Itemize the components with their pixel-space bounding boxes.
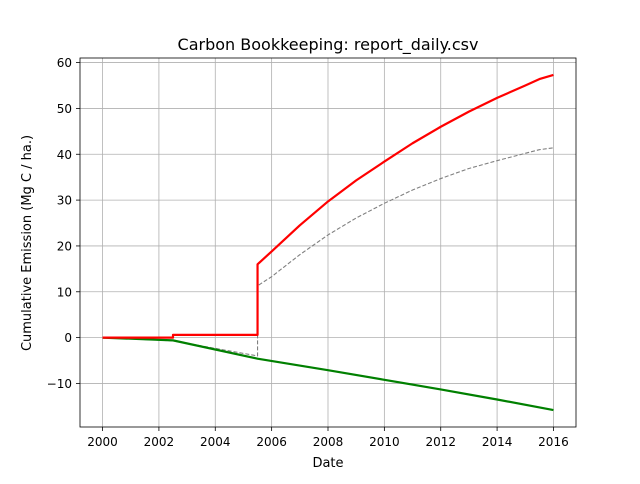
x-tick-label: 2006 [256,435,287,449]
series-line-1 [102,73,554,339]
x-tick-label: 2004 [200,435,231,449]
y-tick-label: 40 [57,148,72,162]
y-tick-label: 30 [57,194,72,208]
y-tick-label: 0 [64,331,72,345]
axis-ticks: 2000 2002 2004 2006 2008 2010 2012 2014 2016−100… [47,56,569,449]
chart-title: Carbon Bookkeeping: report_daily.csv [178,35,479,55]
y-tick-label: −10 [47,377,72,391]
y-tick-label: 50 [57,102,72,116]
x-tick-label: 2010 [369,435,400,449]
y-tick-label: 10 [57,285,72,299]
series-lines [102,73,554,412]
x-tick-label: 2014 [482,435,513,449]
series-line-2 [102,147,554,357]
x-axis-label: Date [312,456,343,471]
x-tick-label: 2012 [425,435,456,449]
x-tick-label: 2000 [87,435,118,449]
x-tick-label: 2016 [538,435,569,449]
x-tick-label: 2002 [144,435,175,449]
y-tick-label: 60 [57,56,72,70]
x-tick-label: 2008 [313,435,344,449]
series-line-3 [102,336,554,412]
y-axis-label: Cumulative Emission (Mg C / ha.) [20,135,35,351]
y-tick-label: 20 [57,239,72,253]
